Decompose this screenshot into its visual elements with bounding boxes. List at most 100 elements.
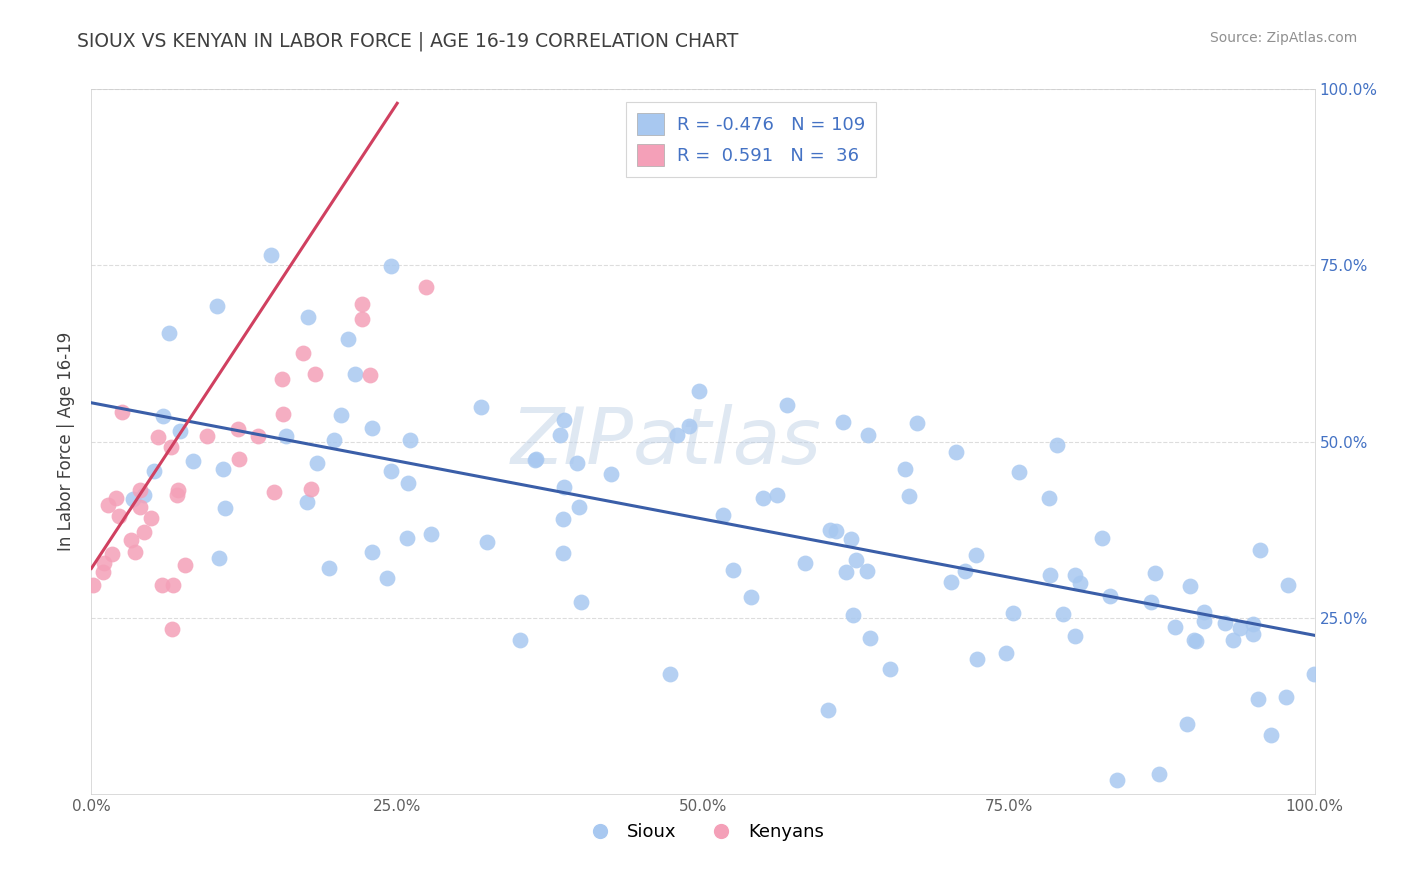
Point [132,488,155,502]
Point [350,297,373,311]
Point [318,560,340,574]
Point [375,571,398,585]
Point [855,564,877,578]
Point [304,368,326,382]
Point [107,508,129,523]
Point [524,451,547,466]
Point [246,429,269,443]
Text: ZIPatlas: ZIPatlas [510,403,821,480]
Point [568,500,591,514]
Point [205,299,228,313]
Point [162,623,184,637]
Point [91,565,114,579]
Point [1063,568,1085,582]
Point [751,491,773,506]
Text: SIOUX VS KENYAN IN LABOR FORCE | AGE 16-19 CORRELATION CHART: SIOUX VS KENYAN IN LABOR FORCE | AGE 16-… [77,31,738,51]
Point [523,453,546,467]
Point [1275,690,1298,704]
Point [1302,667,1324,681]
Point [721,563,744,577]
Point [553,413,575,427]
Point [879,662,901,676]
Legend: Sioux, Kenyans: Sioux, Kenyans [575,816,831,848]
Point [299,482,322,496]
Point [945,445,967,459]
Point [305,456,328,470]
Point [1175,717,1198,731]
Point [260,248,283,262]
Point [898,489,921,503]
Point [794,556,817,570]
Point [152,409,174,423]
Point [966,652,988,666]
Point [122,492,145,507]
Point [399,433,422,447]
Point [271,371,294,385]
Point [396,531,419,545]
Point [101,547,124,561]
Point [415,279,437,293]
Point [1249,542,1271,557]
Point [859,631,882,645]
Point [105,491,128,506]
Point [214,500,236,515]
Point [565,457,588,471]
Point [330,408,353,422]
Point [263,485,285,500]
Point [344,368,367,382]
Point [361,544,384,558]
Point [295,494,318,508]
Point [208,551,231,566]
Point [825,524,848,538]
Point [396,475,419,490]
Point [1185,634,1208,648]
Point [551,546,574,560]
Point [195,429,218,443]
Point [1164,619,1187,633]
Point [93,556,115,570]
Point [553,480,575,494]
Point [965,548,987,562]
Point [953,564,976,578]
Point [1182,632,1205,647]
Point [1241,617,1264,632]
Point [1002,607,1025,621]
Point [124,545,146,559]
Point [842,608,865,623]
Point [111,404,134,418]
Point [1038,491,1060,506]
Point [228,451,250,466]
Point [150,577,173,591]
Point [845,553,868,567]
Point [181,454,204,468]
Point [359,368,381,382]
Point [297,310,319,325]
Point [839,532,862,546]
Point [97,498,120,512]
Point [711,508,734,523]
Point [167,483,190,498]
Y-axis label: In Labor Force | Age 16-19: In Labor Force | Age 16-19 [58,332,76,551]
Point [139,511,162,525]
Point [1046,438,1069,452]
Text: Source: ZipAtlas.com: Source: ZipAtlas.com [1209,31,1357,45]
Point [1194,606,1216,620]
Point [470,401,492,415]
Point [169,424,191,438]
Point [160,440,183,454]
Point [569,594,592,608]
Point [1277,577,1299,591]
Point [600,467,623,482]
Point [212,462,235,476]
Point [380,259,402,273]
Point [157,326,180,340]
Point [740,590,762,604]
Point [905,416,928,430]
Point [509,633,531,648]
Point [894,462,917,476]
Point [551,511,574,525]
Point [336,331,359,345]
Point [1107,772,1129,787]
Point [129,483,152,497]
Point [835,565,858,579]
